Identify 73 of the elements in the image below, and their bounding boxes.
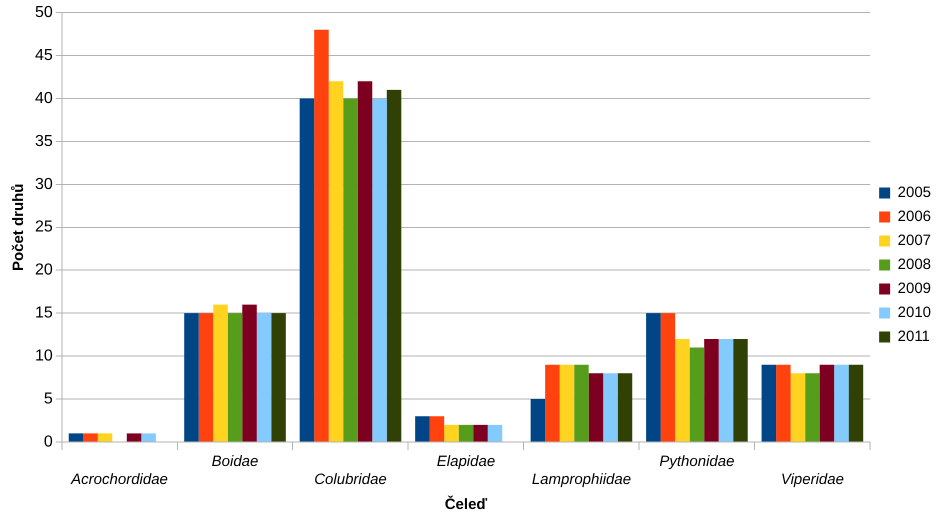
y-tick-label: 0 [44, 433, 53, 450]
bar [848, 364, 864, 442]
bar [444, 424, 459, 442]
bar [603, 373, 618, 442]
x-axis-title: Čeleď [444, 495, 488, 514]
bar [386, 90, 402, 442]
y-tick-label: 35 [35, 132, 53, 150]
bar [68, 433, 84, 442]
y-tick-label: 30 [35, 176, 53, 193]
legend-label: 2010 [898, 304, 932, 322]
bar [141, 433, 156, 442]
y-tick-label: 5 [44, 390, 53, 408]
x-tick-label: Acrochordidae [70, 471, 168, 488]
bar [545, 364, 560, 442]
y-tick-label: 25 [35, 218, 53, 236]
y-tick-label: 40 [35, 90, 53, 107]
bar [372, 98, 387, 442]
bar [704, 338, 719, 442]
bar [83, 433, 98, 442]
bar [790, 373, 806, 442]
bar [574, 364, 589, 442]
x-tick-label: Pythonidae [659, 453, 734, 470]
bar [660, 313, 676, 442]
x-tick-label: Colubridae [314, 471, 387, 488]
bar [228, 313, 242, 442]
bar [588, 373, 604, 442]
y-tick-label: 50 [35, 4, 53, 22]
bar [271, 313, 286, 442]
bar [820, 364, 834, 442]
bar [184, 313, 199, 442]
bar [488, 424, 502, 442]
bar [358, 81, 372, 442]
bar [256, 313, 272, 442]
bar [430, 416, 444, 442]
y-tick-label: 45 [35, 46, 53, 64]
bar [690, 348, 704, 442]
bar [618, 373, 632, 442]
bar [98, 433, 112, 442]
bar [415, 416, 430, 442]
x-tick-label: Elapidae [436, 453, 496, 470]
bar [343, 98, 358, 442]
bar [213, 304, 228, 442]
y-tick-label: 15 [35, 304, 53, 322]
bar [473, 424, 488, 442]
y-axis-title: Počet druhů [10, 184, 28, 272]
bar [242, 304, 257, 442]
x-tick-label: Lamprophiidae [532, 471, 632, 488]
bar [834, 364, 849, 442]
bar [314, 30, 329, 442]
bar [718, 338, 734, 442]
legend-label: 2009 [898, 280, 932, 298]
bar [675, 338, 690, 442]
bar [198, 313, 214, 442]
bar [762, 364, 776, 442]
bar [805, 373, 820, 442]
bar [646, 313, 661, 442]
bar [776, 364, 791, 442]
legend-label: 2006 [898, 208, 932, 226]
bar [300, 98, 314, 442]
legend-label: 2007 [898, 232, 932, 250]
bar [560, 364, 574, 442]
bar [733, 338, 748, 442]
legend-label: 2008 [898, 256, 932, 274]
x-tick-label: Boidae [212, 453, 258, 470]
legend-label: 2005 [898, 184, 932, 202]
bar [458, 424, 474, 442]
bar [530, 399, 546, 442]
bar [328, 81, 344, 442]
y-tick-label: 10 [35, 348, 53, 365]
bar [126, 433, 142, 442]
legend-label: 2011 [898, 328, 930, 346]
y-tick-label: 20 [35, 262, 53, 279]
x-tick-label: Viperidae [780, 471, 844, 488]
